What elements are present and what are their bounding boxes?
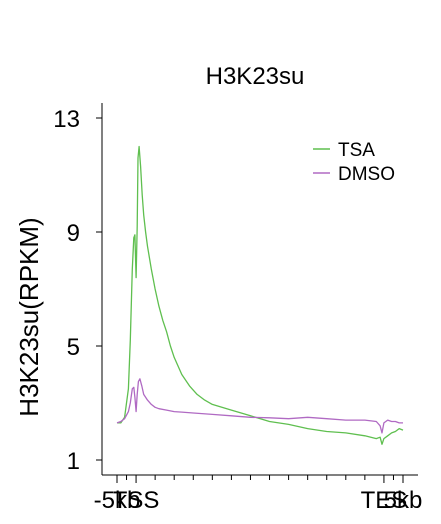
x-tick-label: TSS bbox=[113, 487, 160, 514]
chart-title: H3K23su bbox=[206, 63, 305, 90]
y-tick-label: 1 bbox=[67, 448, 80, 475]
y-axis-label: H3K23su(RPKM) bbox=[14, 217, 44, 416]
x-tick-label: -5kb bbox=[94, 487, 141, 514]
legend-label-tsa: TSA bbox=[338, 140, 375, 161]
legend: TSA DMSO bbox=[313, 140, 395, 185]
series-line-dmso bbox=[116, 378, 403, 434]
series-lines bbox=[116, 145, 404, 445]
x-tick-label: TES bbox=[361, 487, 408, 514]
series-line-tsa bbox=[117, 145, 404, 445]
y-tick-label: 9 bbox=[67, 220, 80, 247]
y-tick-label: 5 bbox=[67, 334, 80, 361]
x-tick-label: 5kb bbox=[384, 487, 423, 514]
legend-label-dmso: DMSO bbox=[338, 164, 395, 185]
y-tick-label: 13 bbox=[53, 106, 80, 133]
